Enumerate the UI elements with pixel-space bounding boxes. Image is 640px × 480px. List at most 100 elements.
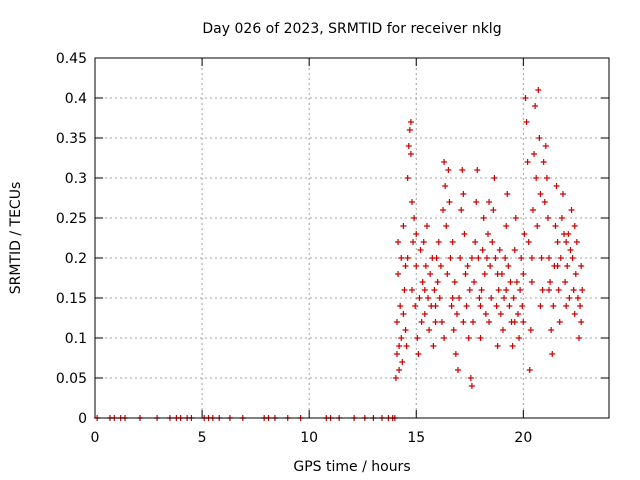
data-point — [417, 247, 424, 253]
data-point — [486, 319, 493, 325]
data-point — [471, 279, 478, 285]
data-point — [567, 247, 574, 253]
data-point — [452, 351, 459, 357]
data-point — [526, 367, 533, 373]
data-point — [395, 271, 402, 277]
data-point — [546, 287, 553, 293]
data-point — [494, 343, 501, 349]
data-point — [473, 199, 480, 205]
axis-tick-labels: 0 0.05 0.1 0.15 0.2 0.25 0.3 0.35 0.4 0.45 0 5 10 15 2… — [56, 51, 532, 446]
data-point — [506, 303, 513, 309]
data-point — [453, 311, 460, 317]
data-point — [553, 183, 560, 189]
data-point — [496, 247, 503, 253]
data-point — [400, 223, 407, 229]
x-axis-label: GPS time / hours — [293, 459, 410, 475]
data-point — [511, 319, 518, 325]
data-point — [563, 239, 570, 245]
data-point — [398, 255, 405, 261]
data-point — [463, 303, 470, 309]
data-point — [573, 239, 580, 245]
data-point — [492, 255, 499, 261]
data-point — [557, 255, 564, 261]
data-point — [434, 279, 441, 285]
x-tick-label: 15 — [407, 430, 425, 446]
data-point — [541, 199, 548, 205]
data-point — [461, 231, 468, 237]
data-point — [405, 143, 412, 149]
data-point — [403, 343, 410, 349]
data-point — [416, 295, 423, 301]
chart-title: Day 026 of 2023, SRMTID for receiver nkl… — [202, 21, 501, 37]
data-point — [562, 279, 569, 285]
data-point — [564, 263, 571, 269]
data-point — [432, 303, 439, 309]
data-point — [400, 311, 407, 317]
data-point — [427, 271, 434, 277]
data-point — [442, 183, 449, 189]
data-point — [483, 255, 490, 261]
data-point — [549, 351, 556, 357]
data-point — [552, 223, 559, 229]
data-point — [437, 263, 444, 269]
data-point — [411, 215, 418, 221]
data-point — [570, 287, 577, 293]
data-point — [468, 255, 475, 261]
y-tick-label: 0.45 — [56, 51, 87, 67]
data-point — [402, 327, 409, 333]
data-point — [531, 151, 538, 157]
data-point — [465, 335, 472, 341]
data-point — [533, 175, 540, 181]
data-point — [487, 263, 494, 269]
data-point — [522, 95, 529, 101]
y-tick-label: 0 — [78, 411, 87, 427]
data-point — [494, 271, 501, 277]
data-point — [489, 239, 496, 245]
data-point — [521, 231, 528, 237]
data-point — [546, 255, 553, 261]
data-point — [404, 175, 411, 181]
data-point — [555, 287, 562, 293]
data-point — [425, 295, 432, 301]
data-point — [435, 239, 442, 245]
data-point — [524, 159, 531, 165]
y-tick-label: 0.4 — [65, 91, 87, 107]
data-point — [399, 359, 406, 365]
data-point — [396, 367, 403, 373]
data-point — [532, 103, 539, 109]
data-point — [475, 255, 482, 261]
data-point — [527, 327, 534, 333]
data-point — [514, 311, 521, 317]
data-point — [445, 167, 452, 173]
data-point — [480, 215, 487, 221]
y-tick-label: 0.25 — [56, 211, 87, 227]
data-point — [488, 295, 495, 301]
data-point — [443, 223, 450, 229]
data-point — [448, 303, 455, 309]
data-point — [477, 335, 484, 341]
data-point — [398, 335, 405, 341]
data-point — [462, 271, 469, 277]
data-point — [393, 319, 400, 325]
data-point — [578, 263, 585, 269]
data-point — [544, 215, 551, 221]
data-point — [509, 343, 516, 349]
data-point — [566, 295, 573, 301]
data-point — [470, 319, 477, 325]
data-point — [397, 303, 404, 309]
data-point — [482, 311, 489, 317]
data-point — [421, 287, 428, 293]
data-point — [413, 263, 420, 269]
data-point — [490, 207, 497, 213]
data-point — [569, 255, 576, 261]
data-point — [505, 263, 512, 269]
data-point — [419, 279, 426, 285]
data-point — [563, 303, 570, 309]
data-point — [433, 255, 440, 261]
data-point — [495, 287, 502, 293]
data-point — [503, 223, 510, 229]
data-point — [556, 319, 563, 325]
data-point — [503, 287, 510, 293]
data-point — [415, 351, 422, 357]
